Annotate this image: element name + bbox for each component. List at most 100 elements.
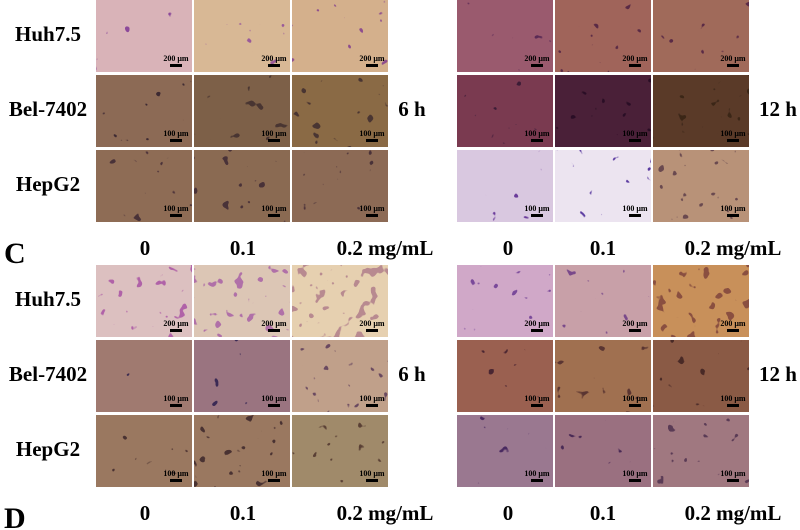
scale-label: 100 μm [261, 394, 287, 403]
micrograph: 100 μm [457, 75, 553, 147]
scale-label: 100 μm [163, 394, 189, 403]
scale-bar [629, 64, 641, 67]
micrograph: 100 μm [96, 415, 192, 487]
scale-bar [170, 404, 182, 407]
scale-label: 200 μm [359, 54, 385, 63]
scale-bar [366, 329, 378, 332]
concentration-label: 0 [140, 236, 151, 260]
cell-line-label: HepG2 [16, 437, 80, 461]
scale-bar [629, 404, 641, 407]
micrograph: 200 μm [96, 265, 192, 337]
micrograph: 100 μm [96, 150, 192, 222]
concentration-label: 0.2 mg/mL [337, 501, 434, 525]
scale-bar [531, 139, 543, 142]
scale-label: 100 μm [622, 129, 648, 138]
micrograph: 100 μm [194, 415, 290, 487]
cell-line-label: Bel-7402 [9, 362, 87, 386]
micrograph: 100 μm [96, 75, 192, 147]
scale-label: 100 μm [720, 394, 746, 403]
scale-label: 100 μm [720, 129, 746, 138]
concentration-label: 0 [140, 501, 151, 525]
concentration-label: 0.1 [230, 501, 256, 525]
scale-label: 100 μm [524, 129, 550, 138]
scale-bar [268, 64, 280, 67]
micrograph: 100 μm [653, 75, 749, 147]
micrograph: 100 μm [194, 340, 290, 412]
scale-bar [170, 479, 182, 482]
concentration-label: 0.2 mg/mL [685, 501, 782, 525]
scale-bar [629, 214, 641, 217]
concentration-label: 0.2 mg/mL [685, 236, 782, 260]
scale-bar [727, 404, 739, 407]
micrograph: 100 μm [555, 340, 651, 412]
concentration-label: 0 [503, 501, 514, 525]
scale-bar [170, 214, 182, 217]
micrograph: 200 μm [457, 0, 553, 72]
scale-label: 100 μm [163, 204, 189, 213]
scale-label: 100 μm [622, 204, 648, 213]
micrograph: 200 μm [194, 0, 290, 72]
scale-label: 200 μm [163, 54, 189, 63]
scale-bar [268, 404, 280, 407]
scale-label: 100 μm [359, 469, 385, 478]
cell-line-label: Huh7.5 [15, 287, 81, 311]
scale-label: 100 μm [359, 394, 385, 403]
scale-label: 200 μm [622, 319, 648, 328]
micrograph: 200 μm [555, 265, 651, 337]
time-label: 6 h [398, 362, 426, 386]
micrograph: 100 μm [292, 415, 388, 487]
cell-line-label: HepG2 [16, 172, 80, 196]
scale-label: 100 μm [261, 129, 287, 138]
scale-bar [629, 329, 641, 332]
cell-line-label: Huh7.5 [15, 22, 81, 46]
concentration-label: 0.1 [590, 236, 616, 260]
scale-bar [727, 479, 739, 482]
scale-bar [531, 404, 543, 407]
scale-label: 200 μm [524, 319, 550, 328]
scale-bar [170, 139, 182, 142]
scale-bar [366, 214, 378, 217]
panel-letter: C [4, 237, 26, 270]
scale-bar [170, 329, 182, 332]
micrograph: 100 μm [96, 340, 192, 412]
scale-bar [366, 479, 378, 482]
scale-label: 200 μm [720, 319, 746, 328]
scale-label: 100 μm [524, 469, 550, 478]
scale-label: 200 μm [720, 54, 746, 63]
scale-label: 200 μm [261, 319, 287, 328]
micrograph: 200 μm [555, 0, 651, 72]
scale-bar [366, 64, 378, 67]
scale-bar [727, 329, 739, 332]
scale-label: 100 μm [359, 129, 385, 138]
time-label: 12 h [759, 97, 797, 121]
scale-bar [727, 139, 739, 142]
micrograph: 200 μm [292, 265, 388, 337]
panel-letter: D [4, 502, 26, 530]
micrograph: 100 μm [457, 340, 553, 412]
micrograph: 200 μm [653, 265, 749, 337]
micrograph: 200 μm [96, 0, 192, 72]
scale-bar [268, 329, 280, 332]
scale-bar [629, 479, 641, 482]
micrograph: 200 μm [653, 0, 749, 72]
scale-bar [629, 139, 641, 142]
micrograph: 100 μm [555, 150, 651, 222]
scale-bar [268, 214, 280, 217]
micrograph: 100 μm [194, 75, 290, 147]
scale-bar [531, 479, 543, 482]
micrograph: 100 μm [457, 150, 553, 222]
micrograph: 100 μm [292, 75, 388, 147]
micrograph: 100 μm [653, 150, 749, 222]
scale-label: 200 μm [622, 54, 648, 63]
scale-label: 200 μm [163, 319, 189, 328]
scale-label: 200 μm [524, 54, 550, 63]
micrograph: 100 μm [194, 150, 290, 222]
micrograph: 200 μm [457, 265, 553, 337]
micrograph: 100 μm [292, 150, 388, 222]
micrograph: 100 μm [653, 340, 749, 412]
micrograph: 100 μm [555, 75, 651, 147]
scale-bar [531, 329, 543, 332]
scale-bar [727, 214, 739, 217]
scale-bar [366, 139, 378, 142]
